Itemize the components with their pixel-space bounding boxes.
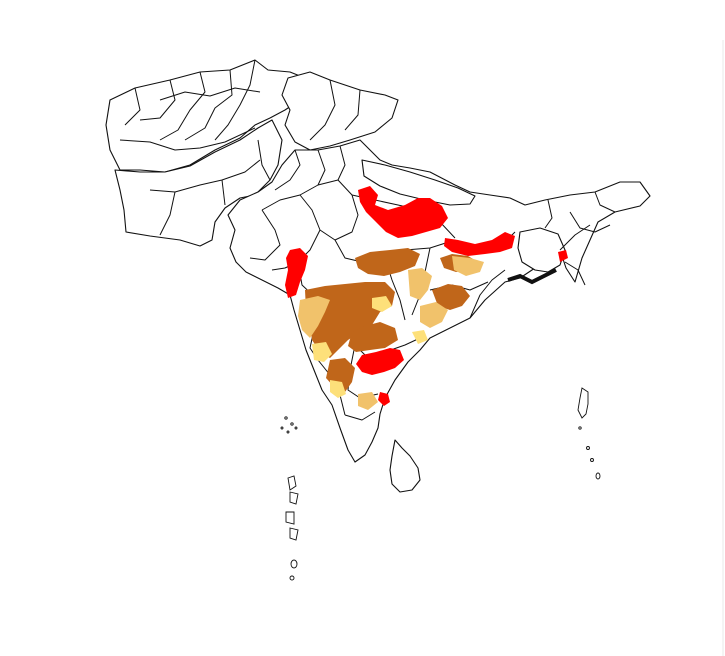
- class-light-yellow-region-central: [372, 296, 392, 312]
- class-red-region-ne: [558, 250, 568, 262]
- islands: [280, 387, 601, 581]
- class-dark-brown-region-orissa: [432, 284, 470, 310]
- island-andaman: [577, 387, 589, 419]
- class-red-region-west: [285, 248, 308, 298]
- class-red-region-north: [358, 186, 448, 238]
- region-nepal: [361, 159, 476, 206]
- class-tan-region-north-deccan: [298, 296, 330, 338]
- class-red-region-east: [356, 348, 404, 375]
- region-sri-lanka: [389, 439, 421, 493]
- class-light-yellow-region-west: [312, 342, 332, 362]
- island-maldives-1: [287, 475, 297, 491]
- region-afghanistan: [105, 59, 319, 173]
- class-light-yellow-region-east: [412, 330, 428, 344]
- island-maldives-4: [289, 527, 299, 541]
- class-tan-region-bihar-south: [452, 256, 484, 276]
- class-tan-region-karnataka-north: [358, 392, 378, 410]
- delta-coastline: [507, 268, 557, 285]
- region-bangladesh: [517, 227, 566, 273]
- class-dark-brown-region-mp: [355, 248, 420, 276]
- class-tan-region-central: [408, 268, 432, 300]
- class-tan-region-east-ghat: [420, 302, 448, 328]
- class-red-region-bihar: [444, 232, 515, 256]
- island-maldives-3: [285, 511, 295, 525]
- island-maldives-2: [289, 491, 299, 505]
- class-dark-brown-region-telangana: [348, 322, 398, 352]
- base-land: [105, 59, 651, 493]
- class-red-region-south: [378, 392, 390, 406]
- class-light-yellow-region-south: [330, 380, 346, 398]
- region-north-kashmir: [281, 71, 399, 151]
- data-layer: [285, 186, 568, 410]
